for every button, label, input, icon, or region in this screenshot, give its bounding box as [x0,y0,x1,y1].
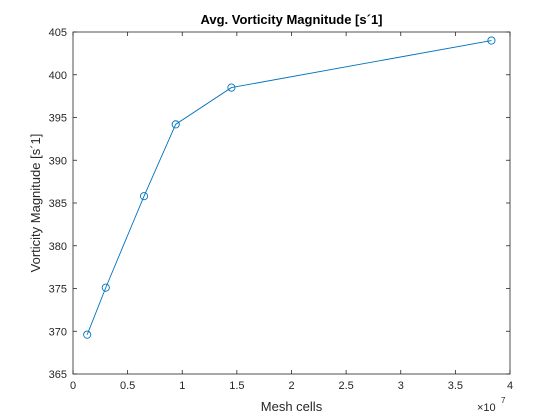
y-axis-label: Vorticity Magnitude [s´1] [28,134,43,273]
x-tick-label: 2 [288,380,294,392]
x-tick-label: 4 [507,380,513,392]
x-exponent-base: ×10 [477,402,496,414]
x-tick-label: 1.5 [229,380,244,392]
data-point-marker [227,83,236,92]
x-axis-ticks: 0 0.5 1 1.5 2 2.5 3 3.5 4 [70,32,513,392]
y-tick-label: 405 [49,27,67,39]
y-tick-label: 385 [49,198,67,210]
data-point-marker [83,330,92,339]
x-tick-label: 3.5 [448,380,463,392]
data-point-marker [171,120,180,129]
series-line [86,40,492,335]
y-tick-label: 380 [49,241,67,253]
plot-area [73,32,510,374]
x-tick-label: 3 [398,380,404,392]
x-exponent-power: 7 [501,396,506,405]
data-point-marker [487,36,496,45]
y-axis-ticks: 365 370 375 380 385 390 395 400 405 [49,27,510,381]
y-tick-label: 390 [49,155,67,167]
y-tick-label: 365 [49,369,67,381]
chart-title: Avg. Vorticity Magnitude [s´1] [200,12,382,27]
x-tick-label: 0 [70,380,76,392]
x-tick-label: 2.5 [338,380,353,392]
axes-box [72,31,511,375]
x-axis-exponent: ×10 7 [477,396,506,414]
series-layer [83,36,496,339]
x-tick-label: 0.5 [120,380,135,392]
y-tick-label: 375 [49,284,67,296]
x-tick-label: 1 [179,380,185,392]
x-axis-label: Mesh cells [261,399,323,414]
y-tick-label: 395 [49,113,67,125]
y-tick-label: 370 [49,326,67,338]
y-tick-label: 400 [49,70,67,82]
data-point-marker [101,283,110,292]
data-point-marker [139,192,149,201]
